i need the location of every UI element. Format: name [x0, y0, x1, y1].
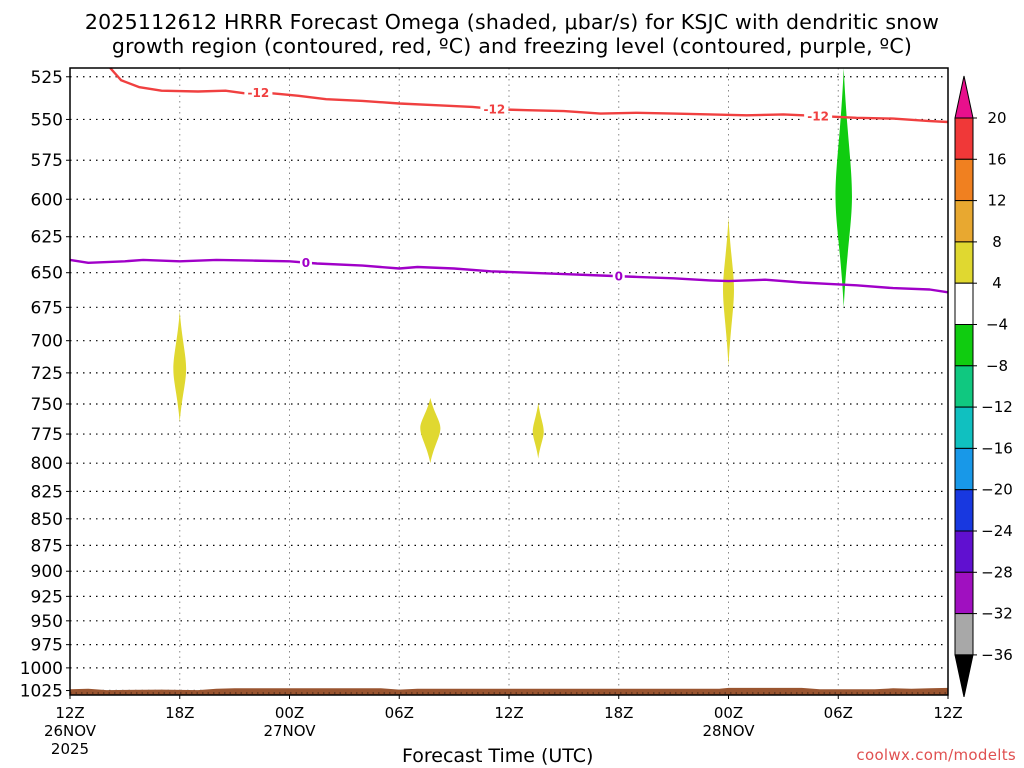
colorbar-bin [954, 406, 974, 449]
contour-label-bg [244, 85, 273, 100]
y-tick-label: 750 [31, 395, 63, 415]
plot-frame [66, 67, 949, 699]
contour-label: -12 [484, 102, 506, 116]
x-tick-label: 06Z [824, 704, 853, 722]
y-tick-label: 775 [31, 425, 63, 445]
y-tick-label: 1000 [20, 659, 63, 679]
x-tick-label: 00Z [714, 704, 743, 722]
colorbar-bin [954, 365, 974, 408]
y-tick-label: 675 [31, 298, 63, 318]
colorbar-bin [954, 200, 974, 243]
x-tick-date-label: 26NOV [44, 722, 97, 740]
colorbar-bin [954, 489, 974, 532]
omega-shaded-region [173, 311, 187, 423]
x-tick-label: 12Z [55, 704, 84, 722]
colorbar-tick-label: 12 [987, 192, 1006, 210]
x-tick-label: 00Z [275, 704, 304, 722]
x-tick-date-label: 27NOV [263, 722, 316, 740]
colorbar-bin [954, 324, 974, 367]
colorbar-tick-label: 16 [987, 150, 1006, 168]
y-tick-label: 1025 [20, 682, 63, 702]
y-tick-label: 825 [31, 482, 63, 502]
omega-shaded-region [532, 402, 544, 459]
colorbar-bin [954, 613, 974, 656]
contour-label-bg [480, 101, 509, 116]
x-tick-label: 12Z [494, 704, 523, 722]
contour-label: 0 [302, 256, 310, 270]
y-tick-label: 525 [31, 68, 63, 88]
colorbar-tick-label: 20 [987, 109, 1006, 127]
x-tick-label: 18Z [604, 704, 633, 722]
colorbar: 20 16 12 8 4 −4 −8 −12 −16 −20 −24 −28 −32 −36 [954, 75, 1013, 698]
x-tick-date-label: 28NOV [702, 722, 755, 740]
colorbar-bin [954, 158, 974, 202]
colorbar-tick-label: −28 [981, 563, 1013, 581]
colorbar-tick-label: 8 [992, 233, 1002, 251]
y-tick-label: 875 [31, 536, 63, 556]
colorbar-bin [954, 241, 974, 284]
x-tick-label: 12Z [933, 704, 962, 722]
colorbar-bin [954, 530, 974, 573]
colorbar-tick-label: −36 [981, 646, 1013, 664]
colorbar-bin [954, 571, 974, 615]
contour-label: -12 [248, 86, 270, 100]
colorbar-tick-label: −32 [981, 605, 1013, 623]
y-tick-label: 550 [31, 110, 63, 130]
y-tick-label: 975 [31, 636, 63, 656]
colorbar-top-triangle [954, 75, 974, 119]
plot-border [69, 67, 949, 696]
contour-label-bg [612, 269, 625, 284]
contour-label: 0 [615, 270, 623, 284]
contour-line [109, 67, 949, 124]
colorbar-bin [954, 447, 974, 491]
colorbar-tick-label: −16 [981, 439, 1013, 457]
grid-lines [70, 68, 948, 695]
chart-title-line-2: growth region (contoured, red, ºC) and f… [111, 34, 913, 58]
y-axis-ticks: 525 550 575 600 625 650 675 700 725 750 775 800 825 8… [20, 68, 63, 702]
y-tick-label: 625 [31, 228, 63, 248]
y-tick-label: 925 [31, 587, 63, 607]
colorbar-tick-label: 4 [992, 274, 1002, 292]
y-tick-label: 650 [31, 264, 63, 284]
colorbar-bottom-triangle [954, 654, 974, 698]
colorbar-tick-label: −12 [981, 398, 1013, 416]
y-tick-label: 700 [31, 332, 63, 352]
y-tick-label: 950 [31, 612, 63, 632]
y-tick-label: 850 [31, 510, 63, 530]
x-tick-label: 18Z [165, 704, 194, 722]
contours: -12 -12 -12 0 0 [69, 67, 949, 294]
chart-title-line-1: 2025112612 HRRR Forecast Omega (shaded, … [84, 10, 940, 34]
contour-label: -12 [807, 110, 829, 124]
y-tick-label: 725 [31, 364, 63, 384]
x-axis-label: Forecast Time (UTC) [402, 745, 594, 767]
colorbar-tick-label: −4 [986, 316, 1008, 334]
omega-shaded-region [723, 217, 734, 367]
surface-terrain [70, 687, 948, 695]
colorbar-tick-label: −8 [986, 357, 1008, 375]
colorbar-tick-label: −20 [981, 481, 1013, 499]
omega-shaded-region [420, 397, 441, 464]
colorbar-bin [954, 282, 974, 326]
y-tick-label: 600 [31, 190, 63, 210]
contour-label-bg [804, 109, 833, 124]
omega-shading [173, 68, 852, 464]
colorbar-tick-label: −24 [981, 522, 1013, 540]
y-tick-label: 800 [31, 454, 63, 474]
surface-terrain-fill [70, 687, 948, 695]
omega-shaded-region [835, 68, 852, 308]
x-tick-date-label: 2025 [51, 740, 89, 758]
y-tick-label: 900 [31, 562, 63, 582]
contour-line [69, 258, 949, 294]
contour-label-bg [299, 255, 312, 270]
colorbar-bin [954, 117, 974, 160]
x-tick-label: 06Z [385, 704, 414, 722]
y-tick-label: 575 [31, 151, 63, 171]
credit-link[interactable]: coolwx.com/modelts [856, 746, 1016, 764]
